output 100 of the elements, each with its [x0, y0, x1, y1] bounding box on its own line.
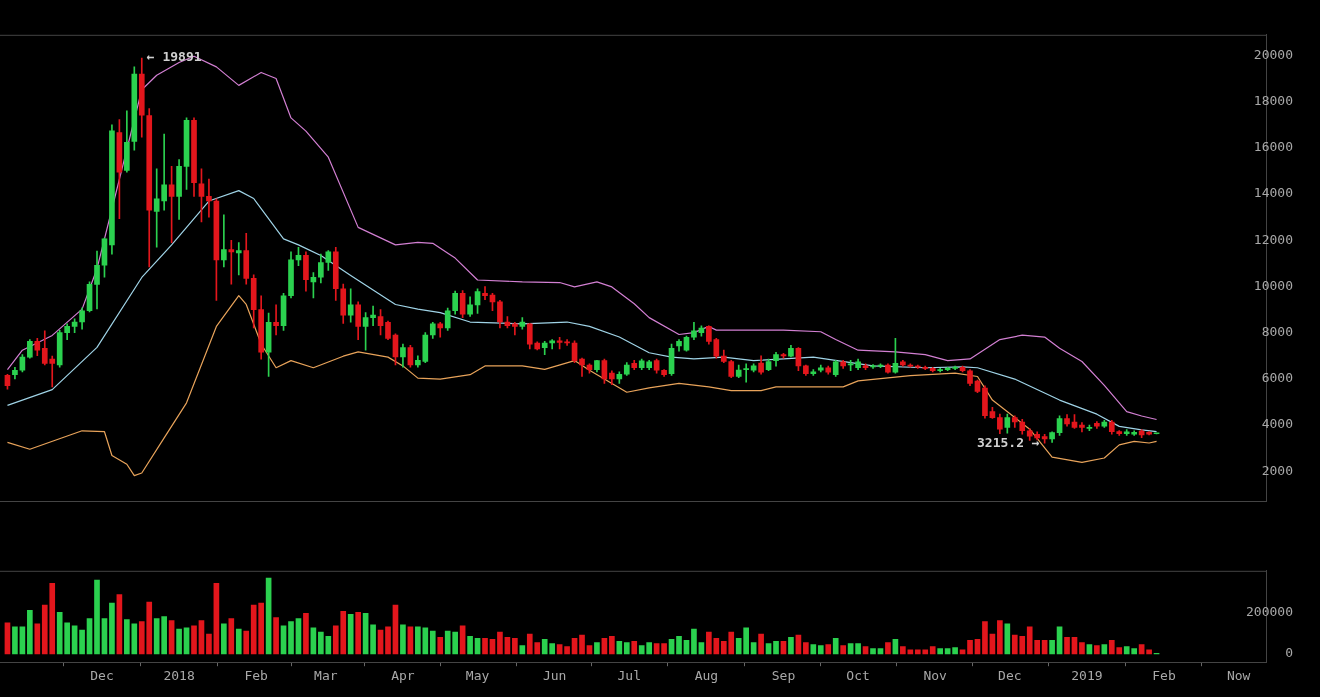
- x-tick-label: 2019: [1071, 668, 1103, 684]
- x-tick-label: Feb: [244, 668, 269, 684]
- bar: [482, 637, 488, 655]
- bar: [817, 645, 824, 655]
- y-tick-label: 6000: [1261, 370, 1293, 386]
- bar: [467, 635, 473, 655]
- bar: [825, 644, 832, 655]
- bar: [967, 640, 973, 655]
- bar: [773, 641, 779, 655]
- bar: [832, 637, 839, 655]
- y-tick-label: 16000: [1253, 139, 1293, 155]
- y-tick-label: 10000: [1253, 277, 1293, 293]
- y-tick-label: 8000: [1261, 324, 1293, 340]
- bar: [347, 614, 354, 655]
- candlestick: [206, 178, 212, 218]
- bar: [273, 617, 279, 655]
- bar: [429, 630, 436, 655]
- bar: [1094, 645, 1100, 655]
- annotation: 3215.2 →: [977, 434, 1040, 450]
- bar: [109, 602, 115, 655]
- annotation: ← 19891: [146, 49, 202, 65]
- bar: [840, 645, 846, 655]
- bar: [243, 630, 250, 655]
- bar: [609, 635, 615, 655]
- bar: [691, 628, 697, 655]
- bar: [27, 609, 33, 655]
- bar: [288, 621, 294, 655]
- bar: [870, 648, 876, 655]
- bar: [959, 649, 966, 655]
- x-tick-label: Jun: [542, 668, 567, 684]
- bar: [34, 623, 41, 655]
- bar: [355, 612, 361, 655]
- bar: [221, 623, 227, 655]
- bar: [944, 648, 951, 655]
- x-tick-label: Mar: [314, 668, 338, 684]
- candlestick: [228, 239, 235, 285]
- y-tick-label: 18000: [1253, 93, 1293, 109]
- bar: [1064, 636, 1070, 655]
- bar: [579, 634, 585, 655]
- bar: [623, 642, 630, 655]
- bar: [788, 636, 794, 655]
- y-tick-label: 4000: [1261, 416, 1293, 432]
- bar: [191, 625, 197, 655]
- bar: [676, 635, 682, 655]
- bar: [1146, 649, 1152, 655]
- bar: [564, 646, 570, 655]
- bar: [616, 641, 623, 655]
- bar: [12, 626, 18, 655]
- y-tick-label: 2000: [1261, 462, 1293, 478]
- bar: [1049, 640, 1055, 655]
- x-tick-label: May: [465, 668, 490, 684]
- x-tick-label: 2018: [163, 668, 195, 684]
- y-tick-label: 14000: [1253, 185, 1293, 201]
- x-tick-label: Now: [1226, 668, 1251, 684]
- bar: [937, 648, 943, 655]
- bar: [997, 620, 1003, 655]
- x-tick-label: Oct: [846, 668, 870, 684]
- x-tick-label: Apr: [391, 668, 415, 684]
- bar: [303, 613, 309, 655]
- bar: [594, 642, 600, 655]
- x-tick-label: Jul: [617, 668, 642, 684]
- bar: [176, 628, 182, 655]
- bar: [519, 645, 526, 655]
- bar: [661, 643, 667, 655]
- bar: [885, 642, 891, 655]
- bar: [437, 636, 444, 655]
- bar: [235, 628, 242, 655]
- x-tick-label: Dec: [998, 668, 1022, 684]
- bar: [929, 646, 936, 655]
- candlestick: [235, 242, 242, 276]
- bar: [497, 631, 503, 655]
- candlestick: [482, 286, 488, 300]
- bar: [400, 624, 406, 655]
- bar: [385, 626, 391, 655]
- bar: [877, 648, 884, 655]
- x-tick-label: Dec: [90, 668, 114, 684]
- bar: [758, 633, 764, 655]
- candlestick: [221, 214, 227, 268]
- bar: [982, 621, 988, 655]
- bar: [855, 643, 861, 655]
- y-tick-label: 20000: [1253, 46, 1293, 62]
- x-tick-label: Aug: [694, 668, 719, 684]
- x-tick-label: Sep: [771, 668, 796, 684]
- bar: [206, 633, 212, 655]
- bar: [370, 624, 376, 655]
- bar: [79, 629, 85, 655]
- candlestick: [273, 304, 279, 336]
- bar: [952, 647, 958, 655]
- bar: [1079, 642, 1085, 655]
- y-tick-label: 200000: [1246, 603, 1293, 619]
- candlestick: [512, 321, 518, 336]
- bar: [228, 618, 235, 655]
- bar: [94, 579, 100, 655]
- y-tick-label: 12000: [1253, 231, 1293, 247]
- bar: [810, 644, 817, 655]
- x-tick-label: Nov: [923, 668, 948, 684]
- bar: [1004, 623, 1011, 655]
- bar: [631, 641, 638, 655]
- x-tick-label: Feb: [1152, 668, 1176, 684]
- candlestick: [743, 363, 749, 383]
